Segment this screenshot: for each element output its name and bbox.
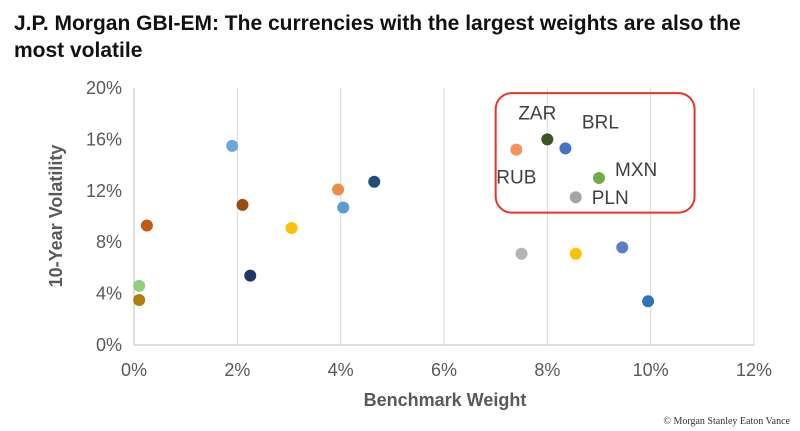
- x-tick-label: 0%: [121, 360, 147, 380]
- point-label: BRL: [582, 112, 619, 133]
- x-tick-label: 2%: [224, 360, 250, 380]
- data-point: [133, 294, 146, 307]
- highlight-box: [494, 92, 696, 214]
- copyright-footer: © Morgan Stanley Eaton Vance: [663, 416, 790, 427]
- y-tick-labels: 0% 4% 8% 12% 16% 20%: [86, 78, 122, 355]
- data-point: [337, 201, 350, 214]
- x-tick-labels: 0% 2% 4% 6% 8% 10% 12%: [121, 360, 772, 380]
- y-tick-label: 4%: [96, 284, 122, 304]
- gridlines: [236, 88, 755, 345]
- y-tick-label: 8%: [96, 232, 122, 252]
- data-point: [559, 142, 572, 155]
- data-point: [140, 219, 153, 232]
- data-point: [332, 183, 345, 196]
- x-tick-label: 8%: [534, 360, 560, 380]
- x-tick-label: 6%: [431, 360, 457, 380]
- data-point: [368, 175, 381, 188]
- y-tick-label: 16%: [86, 129, 122, 149]
- data-points: [133, 133, 655, 308]
- data-point: [133, 279, 146, 292]
- y-tick-label: 20%: [86, 78, 122, 98]
- data-point: [515, 247, 528, 260]
- x-tick-label: 10%: [633, 360, 669, 380]
- point-label: RUB: [496, 168, 536, 189]
- data-point: [244, 269, 257, 282]
- point-label: PLN: [592, 188, 629, 209]
- point-labels: RUB ZAR BRL MXN PLN: [496, 103, 657, 209]
- highlight-rectangle: [494, 92, 696, 214]
- data-point: [593, 171, 605, 184]
- y-tick-label: 0%: [96, 335, 122, 355]
- y-axis-title: 10-Year Volatility: [46, 145, 66, 288]
- data-point: [569, 191, 582, 204]
- data-point: [569, 247, 582, 260]
- x-axis-title: Benchmark Weight: [364, 390, 527, 410]
- chart-title: J.P. Morgan GBI-EM: The currencies with …: [14, 12, 741, 62]
- data-point: [236, 198, 249, 211]
- data-point: [541, 133, 554, 146]
- data-point: [510, 143, 523, 156]
- data-point: [226, 139, 239, 152]
- data-point: [642, 295, 655, 308]
- point-label: ZAR: [518, 103, 556, 124]
- x-tick-label: 4%: [328, 360, 354, 380]
- y-tick-label: 12%: [86, 181, 122, 201]
- data-point: [616, 241, 629, 254]
- x-tick-label: 12%: [736, 360, 772, 380]
- data-point: [285, 222, 298, 235]
- point-label: MXN: [615, 160, 657, 181]
